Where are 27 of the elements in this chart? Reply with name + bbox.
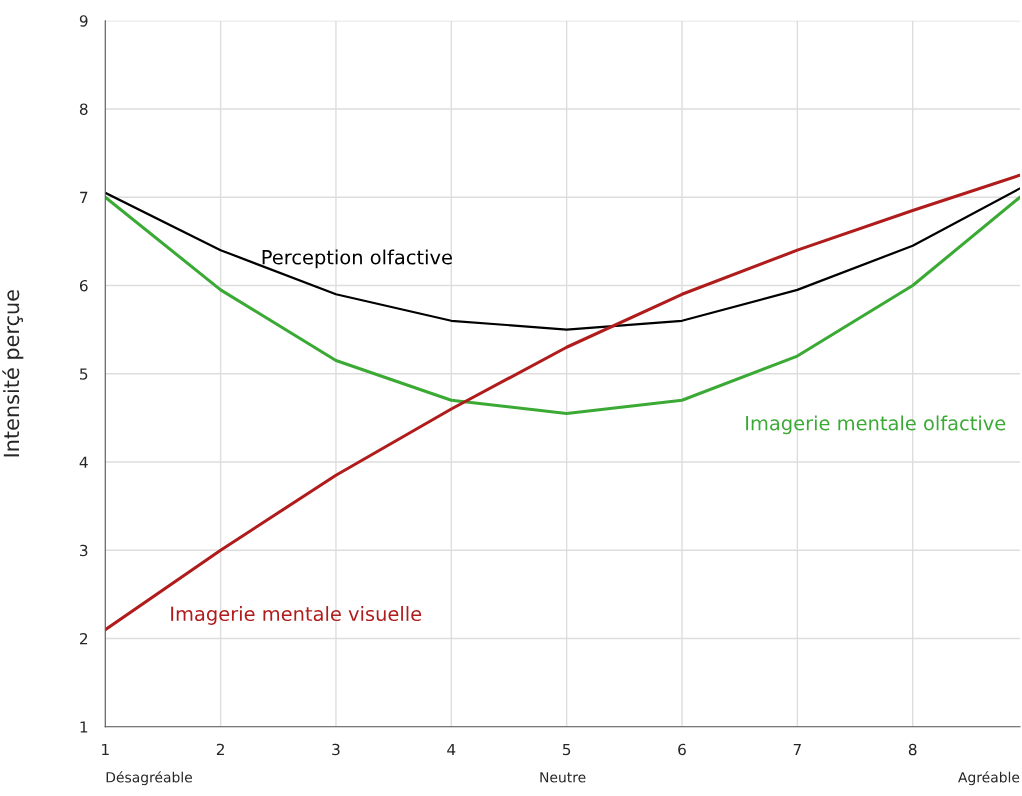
y-tick-label: 5	[80, 368, 88, 380]
text: Agréable	[958, 771, 1020, 786]
y-tick-label: 9	[79, 15, 88, 27]
y-tick-label: 7	[80, 191, 88, 204]
line-series	[105, 173, 1020, 632]
x-tick-label: 2	[216, 743, 224, 756]
y-axis-title: Intensité perçue	[2, 290, 24, 457]
y-tick-label: 2	[80, 632, 88, 645]
text: Neutre	[540, 772, 586, 783]
x-tick-label: 3	[332, 743, 340, 756]
series-label: Imagerie mentale visuelle	[171, 606, 422, 625]
y-tick-label: 1	[80, 721, 88, 733]
x-tick-label: 8	[908, 743, 917, 756]
y-tick-label: 8	[79, 103, 88, 115]
y-tick-label: 6	[79, 279, 88, 292]
x-tick-label: 4	[447, 743, 456, 756]
x-tick-label: 5	[562, 743, 571, 756]
x-tick-label: 6	[678, 743, 686, 756]
text: Désagréable	[106, 771, 192, 786]
line-series	[105, 187, 1020, 331]
line-series	[105, 195, 1020, 415]
y-tick-label: 4	[79, 456, 88, 468]
x-tick-label: 1	[102, 743, 109, 756]
series-label: Imagerie mentale olfactive	[746, 415, 1006, 435]
series-label: Perception olfactive	[262, 249, 452, 269]
y-tick-label: 3	[80, 544, 88, 557]
x-tick-label: 7	[793, 743, 801, 756]
